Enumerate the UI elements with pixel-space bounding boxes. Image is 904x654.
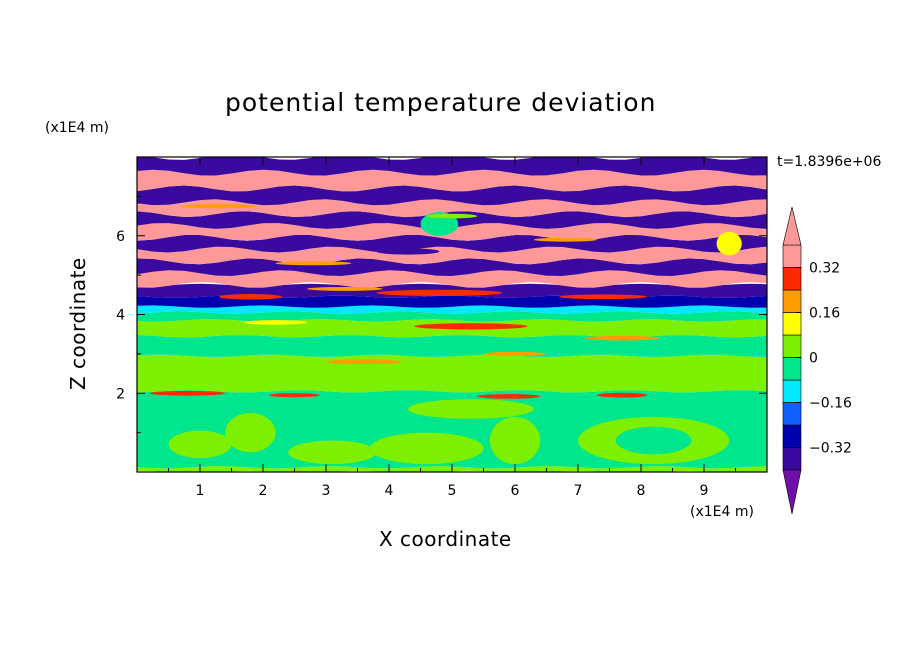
- y-axis-unit: (x1E4 m): [45, 120, 109, 136]
- contour-blob: [584, 335, 660, 341]
- colorbar-segment: [782, 379, 802, 403]
- x-tick-label: 3: [322, 483, 331, 499]
- contour-band: [137, 246, 767, 265]
- contour-blob: [225, 412, 276, 453]
- colorbar-tick-label: −0.32: [809, 441, 852, 457]
- contour-blob: [288, 440, 377, 465]
- contour-blob: [149, 390, 226, 396]
- contour-blob: [370, 432, 484, 465]
- contour-blob: [407, 399, 534, 419]
- contour-band: [137, 354, 767, 393]
- colorbar-segment: [782, 267, 802, 291]
- colorbar-bottom-arrow: [782, 469, 802, 515]
- x-tick-label: 7: [574, 483, 583, 499]
- contour-blob: [275, 261, 352, 266]
- colorbar-segment: [782, 402, 802, 426]
- contour-blob: [218, 294, 282, 300]
- contour-blob: [483, 351, 547, 356]
- contour-blob: [596, 392, 648, 398]
- contour-band: [137, 169, 767, 192]
- y-tick-label: 6: [116, 229, 125, 245]
- axes-layer: 1 2 3 4 5 6 7 8 9 2 4 6: [116, 157, 767, 499]
- colorbar-segment: [782, 289, 802, 313]
- colorbar-top-arrow: [782, 206, 802, 246]
- time-label: t=1.8396e+06: [777, 154, 882, 170]
- x-tick-label: 2: [259, 483, 268, 499]
- x-axis-unit: (x1E4 m): [690, 504, 754, 520]
- chart-title: potential temperature deviation: [225, 88, 657, 117]
- colorbar-segment: [782, 357, 802, 381]
- colorbar-tick-label: −0.16: [809, 396, 852, 412]
- contour-band: [137, 258, 767, 276]
- x-tick-label: 8: [637, 483, 646, 499]
- x-tick-label: 5: [448, 483, 457, 499]
- contour-blob: [376, 289, 503, 296]
- x-tick-label: 6: [511, 483, 520, 499]
- x-tick-label: 9: [700, 483, 709, 499]
- colorbar-tick-label: 0.32: [809, 261, 840, 277]
- contour-band: [137, 185, 767, 206]
- contour-band: [137, 234, 767, 253]
- contour-band: [137, 335, 767, 357]
- colorbar-segment: [782, 334, 802, 358]
- colorbar-segment: [782, 424, 802, 448]
- contour-band: [137, 199, 767, 218]
- contour-band: [137, 270, 767, 288]
- colorbar-segment: [782, 312, 802, 336]
- contour-blob: [489, 416, 541, 465]
- contour-blob: [326, 359, 402, 365]
- contour-blob: [168, 430, 232, 459]
- contour-blob: [307, 286, 383, 291]
- contour-blob: [269, 393, 320, 398]
- contour-fill-layer: [137, 157, 767, 472]
- contour-blob: [376, 248, 440, 255]
- y-tick-label: 2: [116, 386, 125, 402]
- contour-blob: [181, 204, 257, 209]
- contour-blob: [615, 426, 692, 455]
- x-axis-label: X coordinate: [379, 527, 512, 551]
- contour-band: [137, 157, 767, 176]
- x-tick-label: 1: [196, 483, 205, 499]
- contour-blob: [477, 394, 541, 399]
- colorbar: 0.32 0.16 0 −0.16 −0.32: [782, 206, 852, 515]
- contour-blob: [244, 320, 308, 325]
- contour-band: [137, 305, 767, 314]
- contour-blob: [426, 213, 478, 219]
- colorbar-tick-label: 0: [809, 351, 818, 367]
- contour-blob: [559, 294, 648, 300]
- colorbar-tick-label: 0.16: [809, 306, 840, 322]
- contour-blob: [414, 323, 528, 330]
- contour-blob: [533, 237, 597, 242]
- x-tick-label: 4: [385, 483, 394, 499]
- colorbar-segment: [782, 447, 802, 471]
- contour-blob: [716, 231, 742, 256]
- y-tick-label: 4: [116, 308, 125, 324]
- contour-band: [137, 311, 767, 322]
- colorbar-segment: [782, 244, 802, 268]
